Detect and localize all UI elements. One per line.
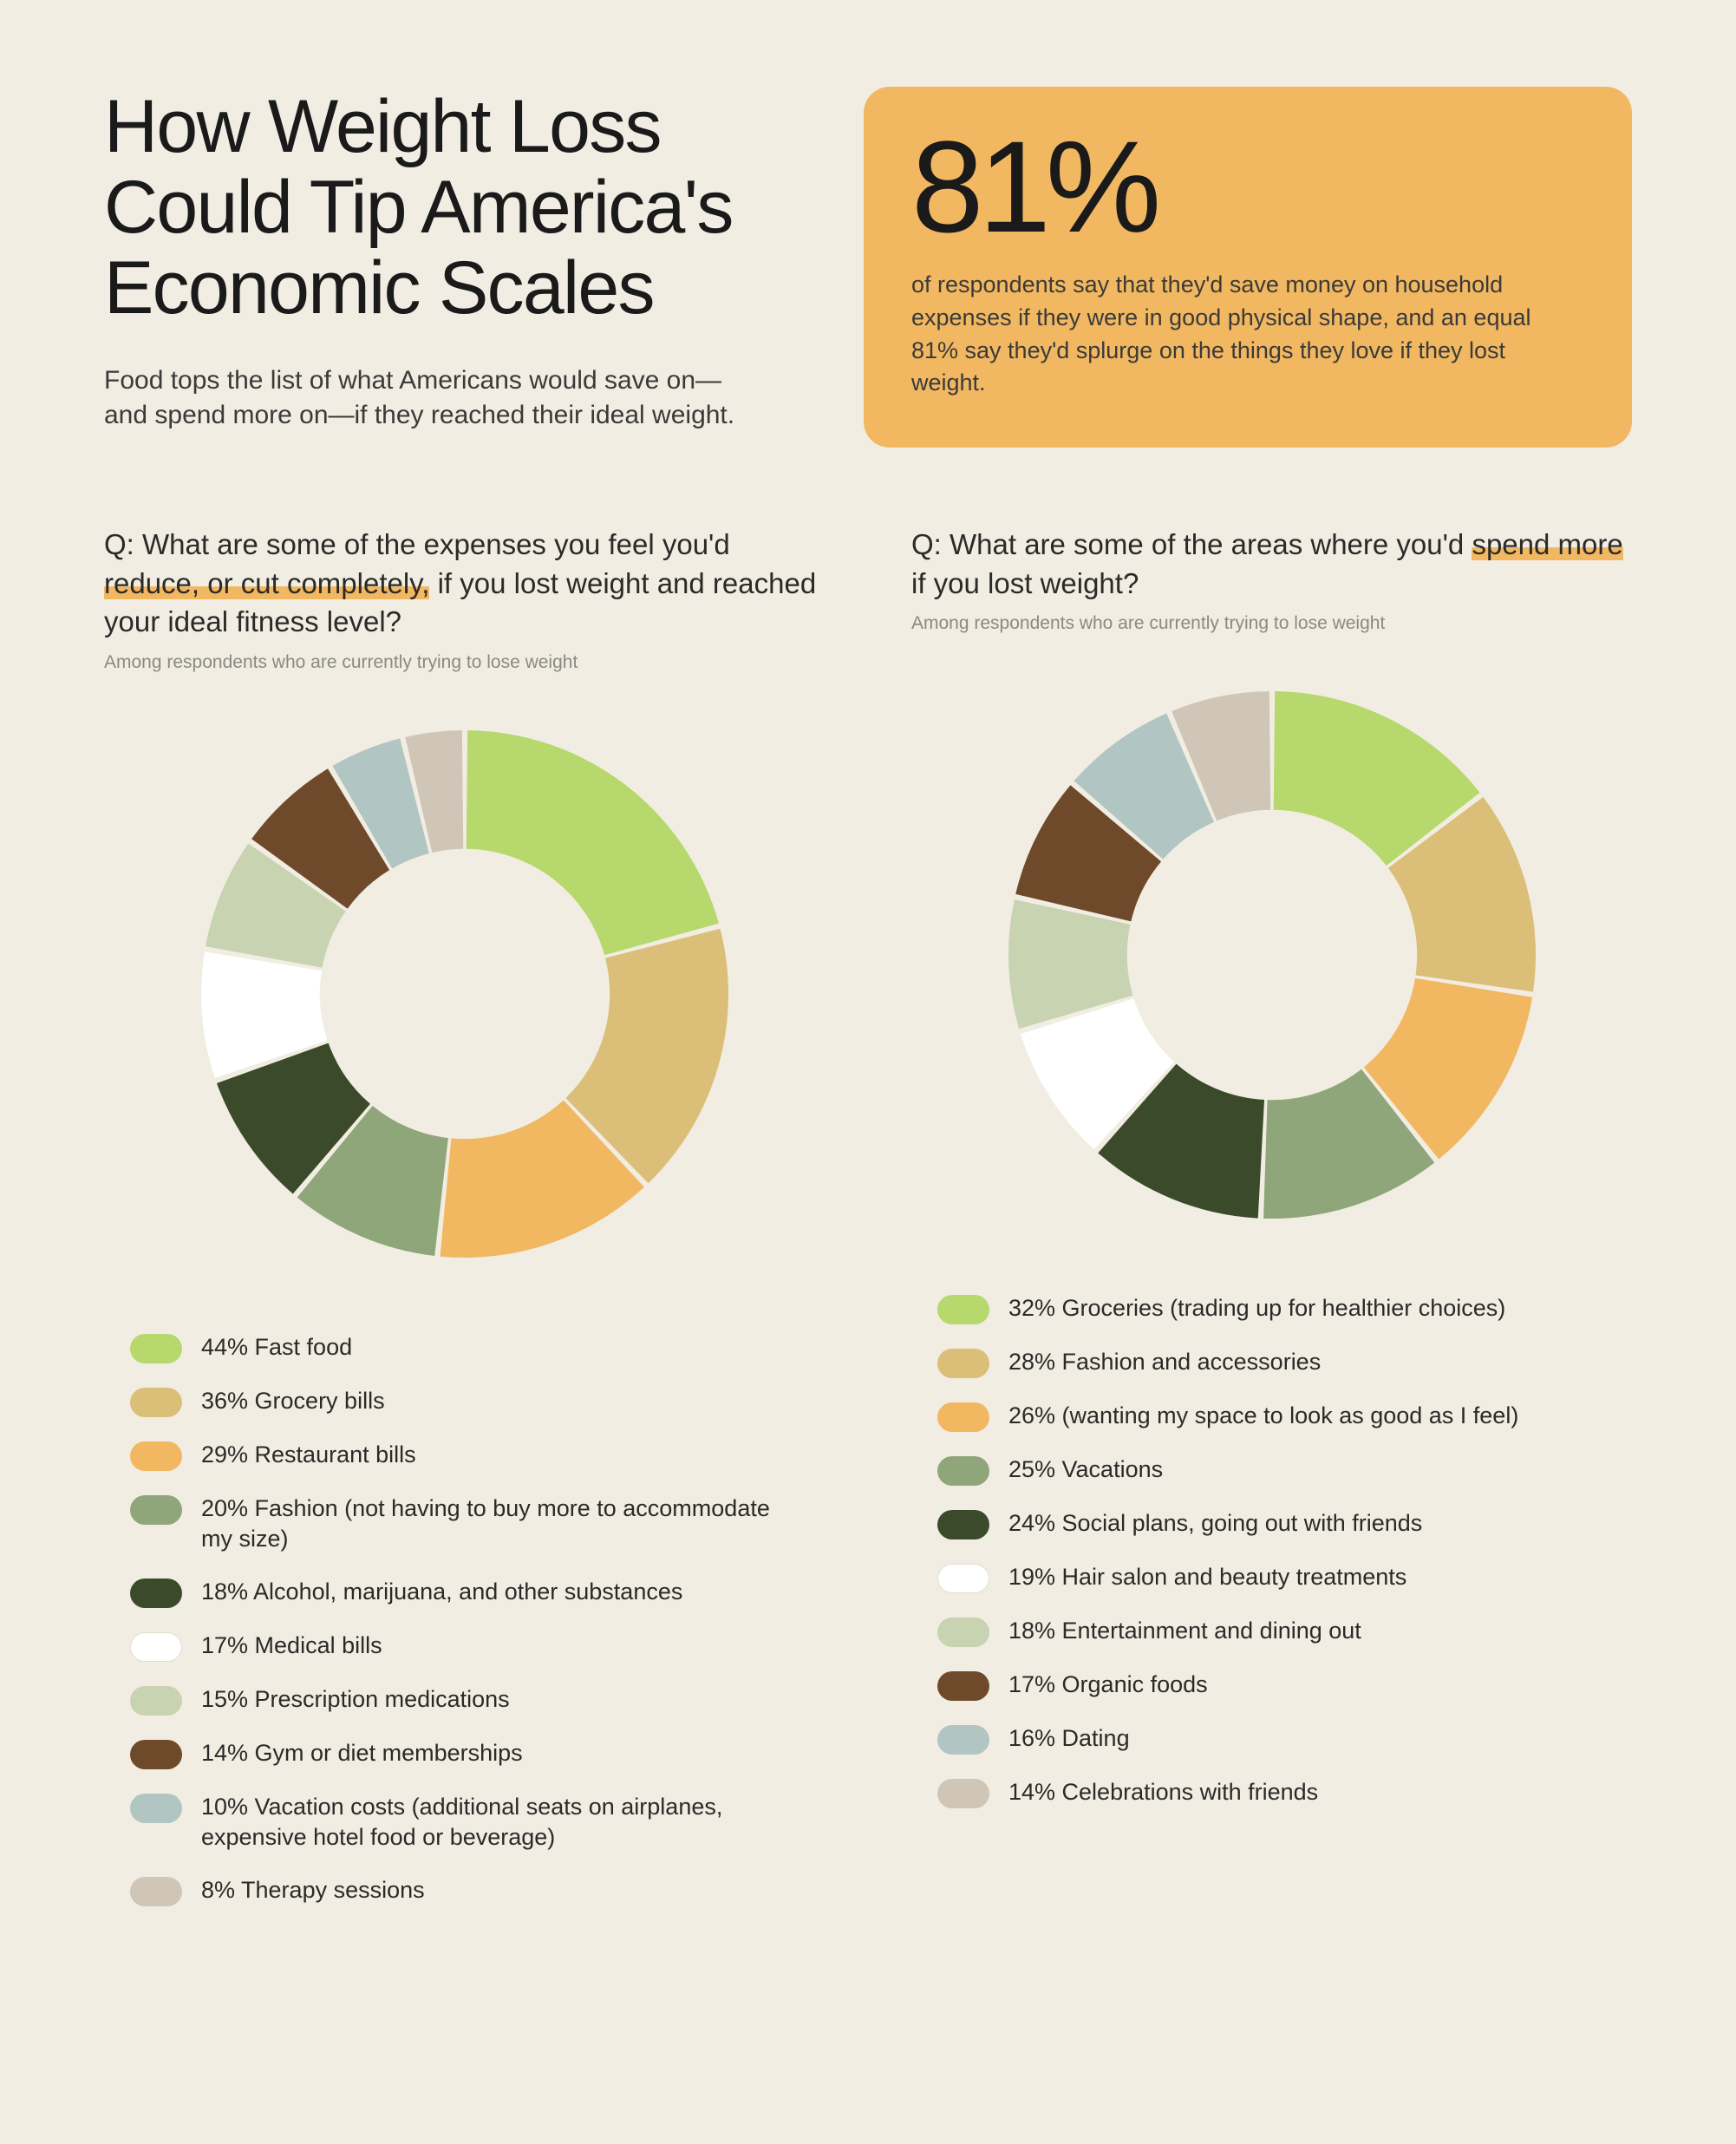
chart-reduce-expenses: Q: What are some of the expenses you fee…: [104, 526, 825, 1906]
question-reduce: Q: What are some of the expenses you fee…: [104, 526, 825, 642]
footnote-spend: Among respondents who are currently tryi…: [911, 613, 1632, 634]
legend-item: 17% Medical bills: [130, 1631, 825, 1662]
legend-item: 17% Organic foods: [937, 1670, 1632, 1701]
question-prefix: Q: What are some of the areas where you'…: [911, 528, 1472, 560]
legend-swatch: [937, 1295, 989, 1324]
legend-swatch: [937, 1725, 989, 1755]
legend-swatch: [130, 1334, 182, 1363]
legend-item: 44% Fast food: [130, 1332, 825, 1363]
footnote-reduce: Among respondents who are currently tryi…: [104, 652, 825, 673]
legend-swatch: [130, 1740, 182, 1769]
legend-item: 20% Fashion (not having to buy more to a…: [130, 1494, 825, 1554]
page-title: How Weight Loss Could Tip America's Econ…: [104, 87, 777, 329]
header-row: How Weight Loss Could Tip America's Econ…: [104, 87, 1632, 448]
question-suffix: if you lost weight?: [911, 567, 1139, 599]
legend-reduce: 44% Fast food 36% Grocery bills 29% Restau…: [104, 1332, 825, 1906]
legend-swatch: [937, 1779, 989, 1808]
legend-label: 14% Celebrations with friends: [1008, 1777, 1318, 1807]
legend-swatch: [130, 1632, 182, 1662]
legend-swatch: [130, 1388, 182, 1417]
donut-spend: [911, 677, 1632, 1232]
legend-item: 36% Grocery bills: [130, 1386, 825, 1417]
legend-item: 14% Celebrations with friends: [937, 1777, 1632, 1808]
legend-label: 14% Gym or diet memberships: [201, 1738, 523, 1768]
legend-label: 8% Therapy sessions: [201, 1875, 425, 1905]
legend-swatch: [130, 1877, 182, 1906]
legend-swatch: [130, 1579, 182, 1608]
legend-label: 17% Organic foods: [1008, 1670, 1208, 1700]
legend-swatch: [130, 1686, 182, 1716]
legend-label: 15% Prescription medications: [201, 1684, 510, 1715]
legend-item: 32% Groceries (trading up for healthier …: [937, 1293, 1632, 1324]
legend-label: 19% Hair salon and beauty treatments: [1008, 1562, 1406, 1592]
legend-label: 26% (wanting my space to look as good as…: [1008, 1401, 1518, 1431]
legend-item: 16% Dating: [937, 1723, 1632, 1755]
question-spend: Q: What are some of the areas where you'…: [911, 526, 1632, 603]
question-prefix: Q: What are some of the expenses you fee…: [104, 528, 730, 560]
legend-item: 15% Prescription medications: [130, 1684, 825, 1716]
legend-swatch: [130, 1441, 182, 1471]
legend-item: 24% Social plans, going out with friends: [937, 1508, 1632, 1539]
legend-item: 18% Alcohol, marijuana, and other substa…: [130, 1577, 825, 1608]
legend-item: 29% Restaurant bills: [130, 1440, 825, 1471]
charts-row: Q: What are some of the expenses you fee…: [104, 526, 1632, 1906]
stat-number: 81%: [911, 121, 1584, 252]
legend-swatch: [130, 1794, 182, 1823]
legend-item: 26% (wanting my space to look as good as…: [937, 1401, 1632, 1432]
legend-swatch: [937, 1618, 989, 1647]
legend-swatch: [937, 1349, 989, 1378]
legend-swatch: [937, 1402, 989, 1432]
donut-slice: [466, 730, 718, 955]
legend-label: 29% Restaurant bills: [201, 1440, 416, 1470]
legend-label: 17% Medical bills: [201, 1631, 382, 1661]
legend-label: 28% Fashion and accessories: [1008, 1347, 1321, 1377]
legend-item: 10% Vacation costs (additional seats on …: [130, 1792, 825, 1853]
legend-item: 8% Therapy sessions: [130, 1875, 825, 1906]
legend-item: 28% Fashion and accessories: [937, 1347, 1632, 1378]
legend-label: 18% Entertainment and dining out: [1008, 1616, 1361, 1646]
legend-swatch: [937, 1671, 989, 1701]
legend-label: 10% Vacation costs (additional seats on …: [201, 1792, 791, 1853]
legend-label: 36% Grocery bills: [201, 1386, 385, 1416]
legend-label: 16% Dating: [1008, 1723, 1130, 1754]
legend-label: 18% Alcohol, marijuana, and other substa…: [201, 1577, 682, 1607]
subhead: Food tops the list of what Americans wou…: [104, 363, 763, 434]
legend-spend: 32% Groceries (trading up for healthier …: [911, 1293, 1632, 1808]
legend-swatch: [937, 1456, 989, 1486]
stat-callout: 81% of respondents say that they'd save …: [864, 87, 1632, 448]
legend-label: 20% Fashion (not having to buy more to a…: [201, 1494, 791, 1554]
question-highlight: spend more: [1472, 528, 1622, 560]
headline-block: How Weight Loss Could Tip America's Econ…: [104, 87, 777, 434]
legend-swatch: [130, 1495, 182, 1525]
stat-text: of respondents say that they'd save mone…: [911, 269, 1584, 400]
chart-spend-more: Q: What are some of the areas where you'…: [911, 526, 1632, 1906]
legend-item: 18% Entertainment and dining out: [937, 1616, 1632, 1647]
legend-swatch: [937, 1510, 989, 1539]
legend-item: 25% Vacations: [937, 1454, 1632, 1486]
question-highlight: reduce, or cut completely,: [104, 567, 429, 599]
donut-reduce: [104, 716, 825, 1271]
legend-label: 44% Fast food: [201, 1332, 352, 1363]
legend-label: 24% Social plans, going out with friends: [1008, 1508, 1422, 1539]
legend-item: 19% Hair salon and beauty treatments: [937, 1562, 1632, 1593]
legend-label: 25% Vacations: [1008, 1454, 1163, 1485]
legend-swatch: [937, 1564, 989, 1593]
legend-label: 32% Groceries (trading up for healthier …: [1008, 1293, 1505, 1324]
legend-item: 14% Gym or diet memberships: [130, 1738, 825, 1769]
